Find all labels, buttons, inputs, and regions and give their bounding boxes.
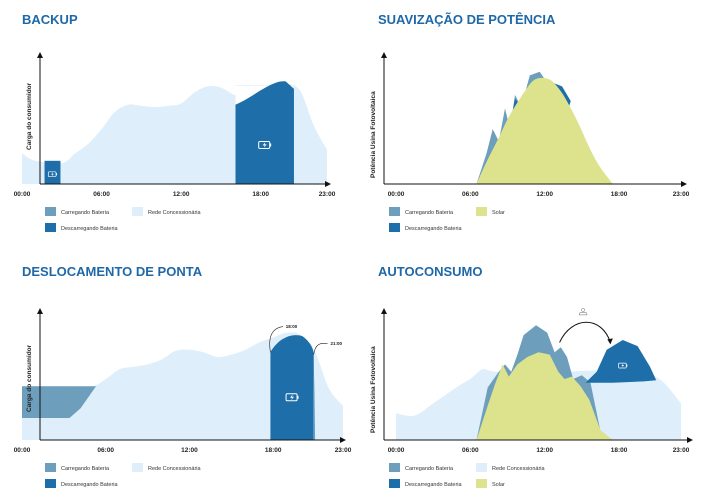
- annotation-18-00: 18:00: [286, 324, 298, 329]
- x-tick-label: 00:00: [14, 191, 31, 198]
- battery-icon: [47, 171, 58, 178]
- x-tick-label: 12:00: [181, 447, 198, 454]
- legend-swatch: [476, 207, 487, 216]
- legend-swatch: [389, 463, 400, 472]
- chart-title: SUAVIZAÇÃO DE POTÊNCIA: [378, 12, 556, 27]
- y-axis-arrow: [381, 308, 387, 314]
- legend-swatch: [45, 463, 56, 472]
- legend-swatch: [476, 479, 487, 488]
- annotation-line: [313, 343, 328, 355]
- y-axis-label: Carga do consumidor: [26, 344, 33, 412]
- curved-arrow-icon: [559, 321, 611, 343]
- x-tick-label: 12:00: [536, 447, 553, 454]
- chart-title: AUTOCONSUMO: [378, 264, 482, 279]
- x-tick-label: 12:00: [173, 191, 190, 198]
- battery-bolt: [290, 394, 295, 401]
- chart-suavizacao: 00:00 06:00 12:00 18:00 23:00 SUAVIZAÇÃO DE P…: [370, 12, 690, 232]
- legend-swatch: [132, 463, 143, 472]
- series-solar: [476, 352, 613, 440]
- x-tick-label: 12:00: [536, 191, 553, 198]
- x-tick-label: 06:00: [462, 191, 479, 198]
- y-axis-label: Potência Usina Fotovoltaica: [370, 346, 377, 433]
- legend-label: Carregando Bateria: [405, 466, 454, 472]
- discharge-block: [44, 160, 61, 184]
- discharge-block: [270, 335, 314, 440]
- x-tick-label: 23:00: [335, 447, 352, 454]
- x-tick-label: 23:00: [319, 191, 336, 198]
- legend-swatch: [389, 223, 400, 232]
- battery-bolt: [51, 172, 54, 177]
- legend-label: Carregando Bateria: [61, 210, 110, 216]
- x-tick-label: 18:00: [265, 447, 282, 454]
- chart-title: BACKUP: [22, 12, 78, 27]
- block-top-mask: [235, 81, 294, 105]
- legend-swatch: [476, 463, 487, 472]
- curved-arrow-head: [607, 338, 613, 345]
- series-rede-concessionaria: [22, 332, 343, 440]
- battery-icon: [258, 140, 272, 149]
- series-solar: [476, 77, 613, 184]
- x-tick-label: 18:00: [611, 191, 628, 198]
- x-axis-arrow: [687, 437, 693, 443]
- legend-swatch: [389, 479, 400, 488]
- legend-label: Carregando Bateria: [61, 466, 110, 472]
- battery-tip: [269, 143, 272, 147]
- battery-icon: [618, 362, 628, 369]
- x-tick-label: 06:00: [462, 447, 479, 454]
- x-tick-label: 23:00: [673, 191, 690, 198]
- x-tick-label: 00:00: [388, 191, 405, 198]
- legend-label: Carregando Bateria: [405, 210, 454, 216]
- chart-title: DESLOCAMENTO DE PONTA: [22, 264, 203, 279]
- y-axis-arrow: [381, 52, 387, 58]
- legend-label: Descarregando Bateria: [405, 482, 463, 488]
- x-tick-label: 06:00: [93, 191, 110, 198]
- battery-bolt: [621, 363, 625, 368]
- y-axis-arrow: [37, 308, 43, 314]
- x-tick-label: 06:00: [97, 447, 114, 454]
- y-axis-label: Potência Usina Fotovoltaica: [370, 91, 377, 178]
- legend-label: Rede Concessionária: [492, 466, 546, 472]
- legend-label: Rede Concessionária: [148, 466, 202, 472]
- discharge-block-large: [235, 81, 294, 184]
- legend-swatch: [45, 207, 56, 216]
- panel-outline: [578, 312, 588, 316]
- annotation-line: [269, 326, 284, 353]
- battery-tip: [626, 364, 628, 367]
- x-axis-arrow: [340, 437, 346, 443]
- x-tick-label: 18:00: [611, 447, 628, 454]
- x-tick-label: 00:00: [14, 447, 31, 454]
- battery-tip: [56, 173, 58, 176]
- sun-icon: [578, 308, 588, 316]
- legend-swatch: [45, 479, 56, 488]
- legend-label: Descarregando Bateria: [405, 226, 463, 232]
- battery-tip: [297, 395, 299, 399]
- discharge-edge: [313, 354, 316, 440]
- y-axis-arrow: [37, 52, 43, 58]
- legend-label: Rede Concessionária: [148, 210, 202, 216]
- chart-deslocamento: 18:00 21:00 00:00 06:00 12:00 18:00 23:00 DESLO…: [14, 264, 352, 488]
- y-axis-label: Carga do consumidor: [26, 82, 33, 150]
- legend-label: Solar: [492, 482, 505, 488]
- series-descarregando-bateria: [585, 340, 657, 383]
- legend-label: Solar: [492, 210, 505, 216]
- x-tick-label: 23:00: [673, 447, 690, 454]
- legend-label: Descarregando Bateria: [61, 482, 119, 488]
- legend-swatch: [45, 223, 56, 232]
- legend-swatch: [389, 207, 400, 216]
- x-tick-label: 00:00: [388, 447, 405, 454]
- sun-core: [581, 308, 585, 312]
- chart-autoconsumo: 00:00 06:00 12:00 18:00 23:00 AUTOCONSUMO Potê…: [370, 264, 693, 488]
- legend-label: Descarregando Bateria: [61, 226, 119, 232]
- battery-icon: [285, 393, 299, 402]
- x-tick-label: 18:00: [252, 191, 269, 198]
- x-axis-arrow: [681, 181, 687, 187]
- chart-backup: 00:00 06:00 12:00 18:00 23:00 BACKUP Carga do …: [14, 12, 336, 232]
- x-axis-arrow: [325, 181, 331, 187]
- annotation-21-00: 21:00: [330, 341, 342, 346]
- battery-bolt: [262, 142, 267, 148]
- legend-swatch: [132, 207, 143, 216]
